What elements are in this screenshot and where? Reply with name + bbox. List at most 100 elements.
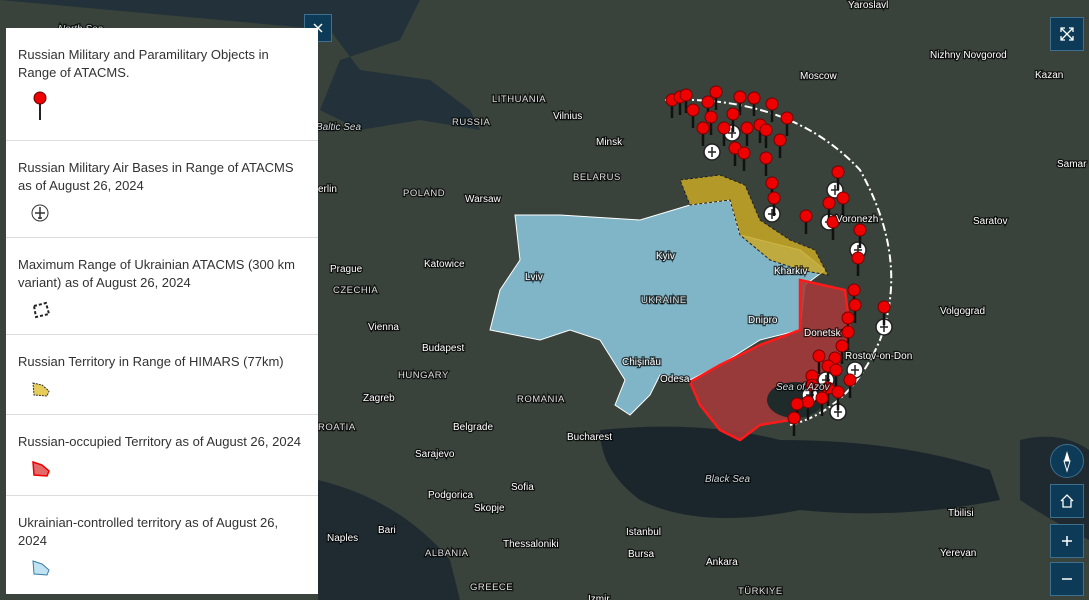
pin-head bbox=[686, 103, 700, 117]
himars-symbol bbox=[32, 382, 50, 397]
map-label: Tbilisi bbox=[948, 508, 974, 519]
pin-head bbox=[836, 191, 850, 205]
pin-head bbox=[831, 165, 845, 179]
map-label: Sarajevo bbox=[415, 449, 455, 460]
map-label: Prague bbox=[330, 264, 363, 275]
legend-label: Maximum Range of Ukrainian ATACMS (300 k… bbox=[18, 257, 295, 290]
pin-head bbox=[826, 215, 840, 229]
legend-label: Russian-occupied Territory as of August … bbox=[18, 434, 302, 449]
legend: Russian Military and Paramilitary Object… bbox=[6, 28, 318, 594]
pin-head bbox=[835, 339, 849, 353]
legend-item: Ukrainian-controlled territory as of Aug… bbox=[6, 496, 318, 594]
pin-head bbox=[848, 298, 862, 312]
pin-head bbox=[787, 411, 801, 425]
map-label: Bari bbox=[378, 525, 396, 536]
pin-head bbox=[829, 363, 843, 377]
pin-head bbox=[759, 151, 773, 165]
himars-range bbox=[679, 174, 829, 276]
pin-head bbox=[704, 110, 718, 124]
pin-symbol bbox=[33, 91, 47, 120]
map-label: Istanbul bbox=[626, 527, 661, 538]
pin-head bbox=[679, 88, 693, 102]
pin-head bbox=[790, 397, 804, 411]
map-label: Vilnius bbox=[553, 111, 582, 122]
map-label: Dnipro bbox=[748, 315, 778, 326]
legend-item: Russian Military and Paramilitary Object… bbox=[6, 28, 318, 141]
pin-head bbox=[831, 385, 845, 399]
legend-label: Russian Military and Paramilitary Object… bbox=[18, 47, 269, 80]
map-label: Kyiv bbox=[656, 251, 675, 262]
map-label: Lviv bbox=[525, 272, 543, 283]
map-label: Kharkiv bbox=[774, 266, 807, 277]
ukraine-symbol bbox=[32, 560, 50, 576]
map-label: Samar bbox=[1057, 159, 1087, 170]
baltic-sea bbox=[0, 0, 480, 130]
pin-head bbox=[737, 146, 751, 160]
map-label: Podgorica bbox=[428, 490, 473, 501]
pin-head bbox=[799, 209, 813, 223]
map-label: LITHUANIA bbox=[492, 94, 546, 105]
pin-head bbox=[765, 176, 779, 190]
map-label: Belgrade bbox=[453, 422, 493, 433]
zoom-in-icon bbox=[1062, 536, 1072, 546]
fullscreen-icon bbox=[1060, 27, 1074, 41]
airbase-icon bbox=[851, 365, 859, 375]
map-label: Ankara bbox=[706, 557, 738, 568]
map-label: Black Sea bbox=[705, 474, 750, 485]
pin-head bbox=[853, 223, 867, 237]
map-label: Odesa bbox=[660, 374, 690, 385]
pin-head bbox=[726, 107, 740, 121]
map-label: Kazan bbox=[1035, 70, 1063, 81]
compass-button[interactable] bbox=[1050, 444, 1084, 478]
map-label: Donetsk bbox=[804, 328, 842, 339]
map-label: Warsaw bbox=[465, 194, 502, 205]
home-button[interactable] bbox=[1050, 484, 1084, 518]
map-label: Naples bbox=[327, 533, 358, 544]
legend-item: Russian-occupied Territory as of August … bbox=[6, 415, 318, 496]
pin-head bbox=[701, 95, 715, 109]
pin-head bbox=[815, 391, 829, 405]
airbase-symbol bbox=[31, 204, 49, 222]
map-label: Saratov bbox=[973, 216, 1007, 227]
map-label: Yaroslavl bbox=[848, 0, 888, 11]
black-sea bbox=[600, 426, 1000, 518]
map-label: ROATIA bbox=[318, 422, 356, 433]
zoom-out-button[interactable] bbox=[1050, 562, 1084, 596]
map-label: TÜRKIYE bbox=[738, 586, 783, 597]
legend-label: Russian Military Air Bases in Range of A… bbox=[18, 160, 294, 193]
atacms-range bbox=[664, 98, 893, 426]
map-label: Nizhny Novgorod bbox=[930, 50, 1007, 61]
pin-head bbox=[740, 121, 754, 135]
map-label: Vienna bbox=[368, 322, 399, 333]
fullscreen-button[interactable] bbox=[1050, 17, 1084, 51]
pin-head bbox=[877, 300, 891, 314]
home-icon bbox=[1060, 494, 1074, 508]
legend-item: Maximum Range of Ukrainian ATACMS (300 k… bbox=[6, 238, 318, 335]
map-label: Yerevan bbox=[940, 548, 976, 559]
pin-head bbox=[717, 121, 731, 135]
legend-item: Russian Territory in Range of HIMARS (77… bbox=[6, 335, 318, 415]
pin-head bbox=[773, 133, 787, 147]
map-label: GREECE bbox=[470, 582, 513, 593]
map-label: Katowice bbox=[424, 259, 465, 270]
pin-head bbox=[747, 91, 761, 105]
pin-head bbox=[822, 196, 836, 210]
map-label: Chișinău bbox=[622, 357, 661, 368]
map-label: Moscow bbox=[800, 71, 837, 82]
pin-head bbox=[765, 97, 779, 111]
map-label: HUNGARY bbox=[398, 370, 449, 381]
pin-head bbox=[709, 85, 723, 99]
map-label: Sea of Azov bbox=[776, 382, 831, 393]
map-label: erlin bbox=[318, 184, 337, 195]
map-label: Rostov-on-Don bbox=[845, 351, 912, 362]
map-label: ROMANIA bbox=[517, 394, 565, 405]
zoom-out-icon bbox=[1062, 578, 1072, 580]
legend-item: Russian Military Air Bases in Range of A… bbox=[6, 141, 318, 238]
pin-head bbox=[851, 251, 865, 265]
map-label: Thessaloniki bbox=[503, 539, 559, 550]
occupied-symbol bbox=[32, 460, 50, 477]
pin-head bbox=[841, 325, 855, 339]
zoom-in-button[interactable] bbox=[1050, 524, 1084, 558]
map-label: Voronezh bbox=[836, 214, 878, 225]
